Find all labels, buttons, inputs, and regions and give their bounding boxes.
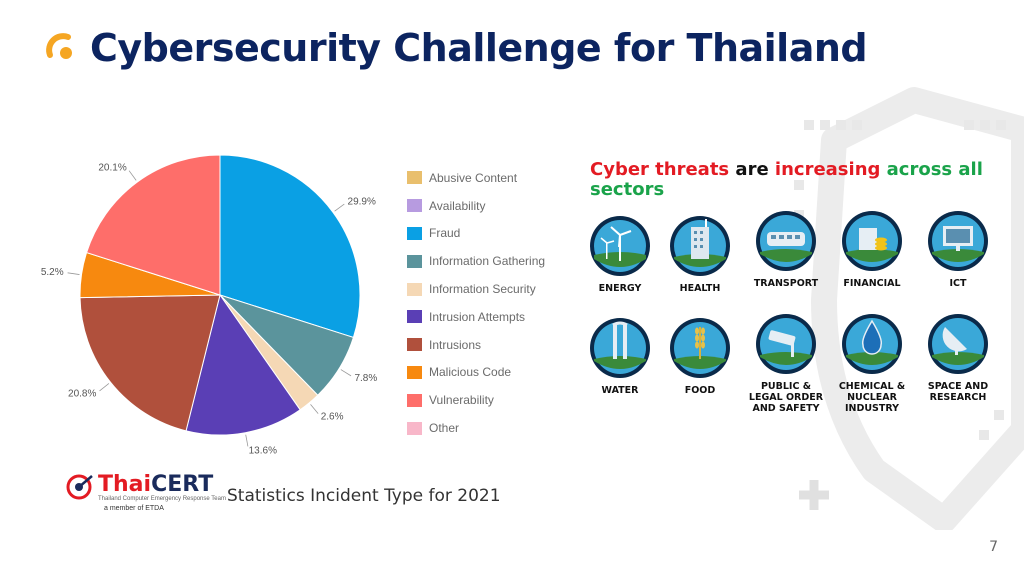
pie-data-label: 13.6% <box>249 445 277 456</box>
legend-item: Information Security <box>407 275 545 303</box>
legend-item: Information Gathering <box>407 247 545 275</box>
page-number: 7 <box>989 539 998 555</box>
logo-member-text: a member of ETDA <box>104 505 164 512</box>
hospital-building-icon <box>670 216 730 276</box>
legend-swatch <box>407 226 422 240</box>
legend-swatch <box>407 421 422 435</box>
sector-label: ENERGY <box>598 283 642 294</box>
pie-slice-vulnerability <box>85 154 221 296</box>
sector-label: WATER <box>601 385 639 396</box>
threats-heading-part: Cyber threats <box>590 159 730 180</box>
sector-chemical-nuclear: CHEMICAL & NUCLEAR INDUSTRY <box>832 313 912 414</box>
legend-item: Abusive Content <box>407 164 545 192</box>
threats-heading-part: are <box>729 159 775 180</box>
sector-energy: ENERGY <box>580 215 660 294</box>
slide-title: Cybersecurity Challenge for Thailand <box>90 26 868 70</box>
wheat-icon <box>670 318 730 378</box>
legend-label: Malicious Code <box>429 365 512 380</box>
pie-data-label: 7.8% <box>354 373 377 384</box>
pie-leader-line <box>340 369 352 377</box>
sector-label: CHEMICAL & NUCLEAR INDUSTRY <box>838 381 906 414</box>
sector-grid: ENERGY HEALTH TRANSPORT FINANCIAL <box>580 205 1000 435</box>
legend-swatch <box>407 171 422 185</box>
sector-transport: TRANSPORT <box>746 210 826 289</box>
legend-item: Malicious Code <box>407 359 545 387</box>
legend-swatch <box>407 338 422 352</box>
signal-arc-icon <box>46 33 72 59</box>
legend-label: Information Security <box>429 282 536 297</box>
sector-label: PUBLIC & LEGAL ORDER AND SAFETY <box>748 381 824 414</box>
sector-health: HEALTH <box>660 215 740 294</box>
legend-label: Vulnerability <box>429 393 494 408</box>
legend-swatch <box>407 254 422 268</box>
legend-swatch <box>407 393 422 407</box>
pie-data-label: 20.1% <box>98 162 126 173</box>
logo-name-part2: CERT <box>151 472 214 497</box>
pie-slice-fraud <box>219 154 361 339</box>
logo-subtitle: Thailand Computer Emergency Response Tea… <box>98 496 226 502</box>
pie-leader-line <box>334 203 345 212</box>
computer-icon <box>928 211 988 271</box>
legend-label: Information Gathering <box>429 254 546 269</box>
legend-swatch <box>407 199 422 213</box>
legend-label: Abusive Content <box>429 170 518 185</box>
thaicert-emblem-icon <box>66 474 93 500</box>
pie-leader-line <box>310 404 319 414</box>
legend-label: Other <box>429 421 460 436</box>
pie-data-label: 29.9% <box>348 197 376 208</box>
chart-legend: Abusive Content Availability Fraud Informat… <box>407 164 545 442</box>
legend-item: Fraud <box>407 220 545 248</box>
sector-label: ICT <box>949 278 967 289</box>
legend-label: Fraud <box>429 226 461 241</box>
threats-heading-part: across all sectors <box>590 159 983 200</box>
legend-item: Availability <box>407 192 545 220</box>
logo-name: ThaiCERT <box>98 472 213 497</box>
wind-turbine-icon <box>590 216 650 276</box>
legend-label: Availability <box>429 198 486 213</box>
sector-label: FINANCIAL <box>843 278 901 289</box>
threats-heading: Cyber threats are increasing across all … <box>590 160 1000 200</box>
satellite-dish-icon <box>928 314 988 374</box>
legend-label: Intrusion Attempts <box>429 309 526 324</box>
legend-label: Intrusions <box>429 337 482 352</box>
legend-item: Other <box>407 414 545 442</box>
sector-label: TRANSPORT <box>753 278 819 289</box>
sector-water: WATER <box>580 317 660 396</box>
background-shield-graphic <box>794 87 1024 530</box>
sector-financial: FINANCIAL <box>832 210 912 289</box>
sector-public-legal: PUBLIC & LEGAL ORDER AND SAFETY <box>746 313 826 414</box>
pie-leader-line <box>128 170 137 181</box>
sector-ict: ICT <box>918 210 998 289</box>
pie-slice-intrusions <box>79 294 221 432</box>
legend-swatch <box>407 282 422 296</box>
pie-leader-line <box>67 272 80 275</box>
chart-caption: Statistics Incident Type for 2021 <box>227 486 501 506</box>
coins-icon <box>842 211 902 271</box>
pie-data-label: 2.6% <box>321 412 344 423</box>
pie-leader-line <box>245 434 249 447</box>
pie-data-label: 5.2% <box>41 267 64 278</box>
pie-data-label: 20.8% <box>68 388 96 399</box>
chemical-drop-icon <box>842 314 902 374</box>
sector-space-research: SPACE AND RESEARCH <box>918 313 998 403</box>
sector-food: FOOD <box>660 317 740 396</box>
pie-leader-line <box>99 383 110 392</box>
legend-item: Vulnerability <box>407 386 545 414</box>
incident-type-pie-chart: 29.9% 7.8% 2.6% 13.6% 20.8% 5.2% 20.1% <box>41 154 377 456</box>
thaicert-logo: ThaiCERT Thailand Computer Emergency Res… <box>64 472 226 512</box>
sector-label: FOOD <box>684 385 716 396</box>
sector-label: HEALTH <box>679 283 721 294</box>
legend-item: Intrusions <box>407 331 545 359</box>
water-tower-icon <box>590 318 650 378</box>
title-bar: Cybersecurity Challenge for Thailand <box>44 26 868 70</box>
logo-name-part1: Thai <box>98 472 152 497</box>
pie-slice-intrusion-attempts <box>185 293 301 436</box>
legend-swatch <box>407 310 422 324</box>
legend-item: Intrusion Attempts <box>407 303 545 331</box>
cctv-camera-icon <box>756 314 816 374</box>
train-icon <box>756 211 816 271</box>
legend-swatch <box>407 365 422 379</box>
threats-heading-part: increasing <box>774 159 881 180</box>
sector-label: SPACE AND RESEARCH <box>927 381 989 403</box>
